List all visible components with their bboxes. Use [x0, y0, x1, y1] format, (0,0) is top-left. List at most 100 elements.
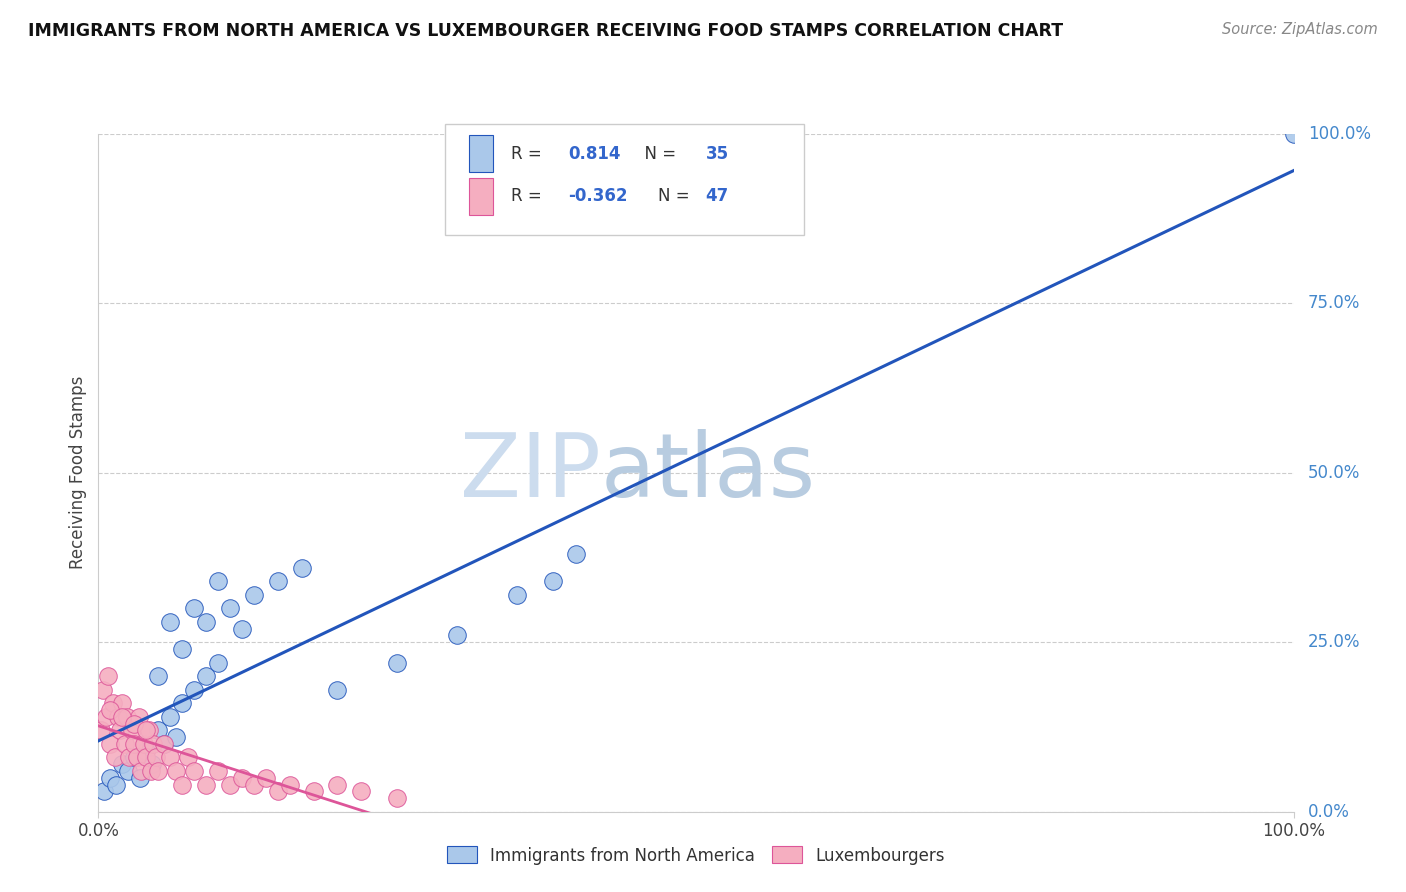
Point: [104, 750, 127, 764]
Point: [98, 771, 122, 785]
Point: [145, 750, 167, 764]
Point: [278, 778, 301, 792]
Point: [350, 784, 373, 798]
Point: [183, 764, 205, 778]
Point: [97, 669, 120, 683]
Text: IMMIGRANTS FROM NORTH AMERICA VS LUXEMBOURGER RECEIVING FOOD STAMPS CORRELATION : IMMIGRANTS FROM NORTH AMERICA VS LUXEMBO…: [28, 22, 1063, 40]
Text: 25.0%: 25.0%: [1308, 633, 1361, 651]
Point: [93, 784, 115, 798]
Text: 100.0%: 100.0%: [1308, 125, 1371, 143]
Point: [385, 656, 409, 670]
Point: [153, 737, 176, 751]
Point: [114, 737, 136, 751]
Point: [219, 778, 242, 792]
Point: [135, 723, 157, 738]
Point: [105, 778, 128, 792]
Point: [207, 656, 229, 670]
Point: [243, 778, 266, 792]
Point: [132, 737, 155, 751]
Point: [125, 750, 148, 764]
Point: [183, 601, 205, 615]
Point: [131, 764, 153, 778]
Legend: Immigrants from North America, Luxembourgers: Immigrants from North America, Luxembour…: [440, 839, 952, 871]
Point: [159, 750, 181, 764]
Bar: [470, 136, 494, 172]
FancyBboxPatch shape: [444, 124, 804, 235]
Point: [172, 642, 194, 657]
Point: [111, 696, 134, 710]
Point: [231, 771, 253, 785]
Point: [165, 730, 187, 744]
Point: [124, 737, 146, 751]
Text: atlas: atlas: [600, 429, 815, 516]
Point: [108, 723, 131, 738]
Y-axis label: Receiving Food Stamps: Receiving Food Stamps: [69, 376, 87, 569]
Point: [194, 778, 217, 792]
Point: [129, 771, 152, 785]
Point: [153, 737, 176, 751]
Point: [231, 622, 253, 636]
Point: [91, 682, 114, 697]
Point: [446, 628, 468, 642]
Point: [177, 750, 200, 764]
Point: [138, 723, 160, 738]
Point: [267, 784, 290, 798]
Point: [135, 750, 157, 764]
Point: [148, 669, 170, 683]
Point: [207, 574, 229, 589]
Point: [128, 710, 150, 724]
Point: [194, 669, 217, 683]
Point: [98, 703, 122, 717]
Text: 50.0%: 50.0%: [1308, 464, 1360, 482]
Point: [194, 615, 217, 629]
Point: [302, 784, 325, 798]
Point: [506, 588, 529, 602]
Point: [219, 601, 242, 615]
Text: 75.0%: 75.0%: [1308, 294, 1360, 312]
Text: 35: 35: [706, 145, 728, 163]
Point: [183, 682, 205, 697]
Point: [115, 710, 138, 724]
Text: -0.362: -0.362: [568, 187, 627, 205]
Point: [141, 757, 163, 772]
Point: [254, 771, 277, 785]
Text: N =: N =: [634, 145, 681, 163]
Text: 47: 47: [706, 187, 728, 205]
Point: [148, 723, 170, 738]
Point: [124, 750, 146, 764]
Point: [135, 744, 157, 758]
Point: [541, 574, 564, 589]
Point: [117, 764, 139, 778]
Point: [290, 560, 312, 574]
Point: [159, 615, 181, 629]
Point: [1282, 127, 1305, 141]
Point: [111, 710, 134, 724]
Text: R =: R =: [510, 145, 547, 163]
Point: [118, 750, 141, 764]
Point: [326, 778, 349, 792]
Point: [207, 764, 229, 778]
Point: [94, 710, 117, 724]
Point: [98, 737, 122, 751]
Text: N =: N =: [658, 187, 695, 205]
Point: [243, 588, 266, 602]
Point: [267, 574, 290, 589]
Text: 0.0%: 0.0%: [1308, 803, 1350, 821]
Point: [565, 547, 588, 561]
Text: ZIP: ZIP: [460, 429, 600, 516]
Point: [159, 710, 181, 724]
Point: [90, 723, 112, 738]
Text: Source: ZipAtlas.com: Source: ZipAtlas.com: [1222, 22, 1378, 37]
Point: [326, 682, 349, 697]
Point: [172, 696, 194, 710]
Point: [111, 757, 134, 772]
Point: [165, 764, 187, 778]
Bar: [470, 178, 494, 215]
Point: [124, 716, 146, 731]
Point: [101, 696, 124, 710]
Point: [172, 778, 194, 792]
Point: [385, 791, 409, 805]
Point: [121, 723, 143, 738]
Point: [139, 764, 162, 778]
Point: [142, 737, 165, 751]
